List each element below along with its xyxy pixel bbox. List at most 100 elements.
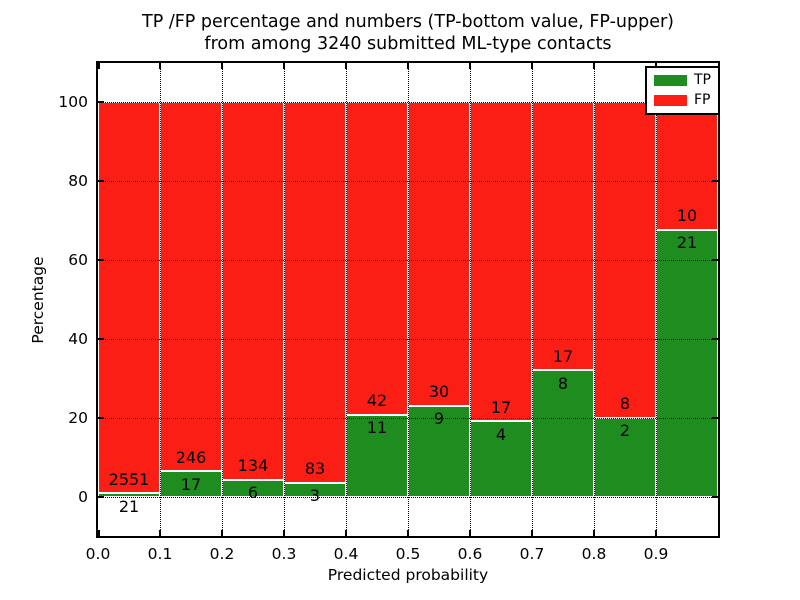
tp-count-label: 3 bbox=[309, 486, 321, 506]
tp-count-label: 9 bbox=[433, 409, 445, 429]
tp-count-label: 8 bbox=[557, 373, 569, 393]
v-gridline bbox=[346, 63, 347, 536]
x-tick bbox=[469, 530, 471, 536]
tp-count-label: 4 bbox=[495, 424, 507, 444]
x-tick-top bbox=[407, 63, 409, 69]
chart-title: TP /FP percentage and numbers (TP-bottom… bbox=[96, 11, 720, 55]
y-tick-label: 0 bbox=[78, 487, 88, 506]
x-tick-label: 0.5 bbox=[395, 545, 421, 563]
x-tick-label: 0.3 bbox=[271, 545, 297, 563]
v-gridline bbox=[470, 63, 471, 536]
legend-label-tp: TP bbox=[694, 72, 711, 88]
x-tick-top bbox=[159, 63, 161, 69]
x-tick-top bbox=[283, 63, 285, 69]
y-tick-label: 40 bbox=[68, 329, 88, 348]
tp-bar-segment bbox=[408, 405, 470, 497]
v-gridline bbox=[408, 63, 409, 536]
fp-count-label: 17 bbox=[552, 346, 574, 366]
tp-bar-segment bbox=[656, 229, 718, 497]
y-tick bbox=[98, 259, 104, 262]
fp-bar-segment bbox=[656, 102, 718, 230]
fp-count-label: 2551 bbox=[108, 469, 150, 489]
legend: TP FP bbox=[645, 66, 720, 115]
fp-bar-segment bbox=[346, 102, 408, 415]
tp-count-label: 17 bbox=[180, 474, 202, 494]
x-tick bbox=[407, 530, 409, 536]
tp-bar-segment bbox=[160, 471, 222, 497]
h-gridline bbox=[98, 338, 718, 340]
x-tick-top bbox=[221, 63, 223, 69]
x-tick-top bbox=[593, 63, 595, 69]
v-gridline bbox=[160, 63, 161, 536]
x-tick-label: 0.4 bbox=[333, 545, 359, 563]
fp-bar-segment bbox=[98, 102, 160, 494]
legend-swatch-fp bbox=[654, 95, 687, 106]
plot-area: 2551 21 246 17 134 6 83 3 42 11 30 9 17 4 17 8 8 2 10 21 bbox=[96, 61, 720, 538]
fp-count-label: 10 bbox=[676, 206, 698, 226]
x-tick-label: 0.0 bbox=[85, 545, 111, 563]
x-tick-label: 0.8 bbox=[581, 545, 607, 563]
fp-count-label: 42 bbox=[366, 391, 388, 411]
v-gridline bbox=[284, 63, 285, 536]
y-tick-label: 60 bbox=[68, 251, 88, 270]
v-gridline bbox=[594, 63, 595, 536]
tp-count-label: 2 bbox=[619, 421, 631, 441]
tp-count-label: 21 bbox=[676, 233, 698, 253]
fp-bar-segment bbox=[470, 102, 532, 422]
y-tick-label: 100 bbox=[58, 93, 88, 112]
fp-bar-segment bbox=[222, 102, 284, 480]
tp-bar-segment bbox=[98, 493, 160, 497]
x-tick bbox=[345, 530, 347, 536]
fp-count-label: 30 bbox=[428, 382, 450, 402]
y-tick-right bbox=[712, 416, 718, 419]
h-gridline bbox=[98, 181, 718, 183]
chart-title-line2: from among 3240 submitted ML-type contac… bbox=[204, 34, 612, 54]
y-tick bbox=[98, 495, 104, 498]
x-tick bbox=[593, 530, 595, 536]
x-tick-label: 0.7 bbox=[519, 545, 545, 563]
tp-count-label: 11 bbox=[366, 418, 388, 438]
fp-bar-segment bbox=[160, 102, 222, 472]
fp-count-label: 17 bbox=[490, 397, 512, 417]
y-tick bbox=[98, 416, 104, 419]
y-tick bbox=[98, 101, 104, 104]
legend-item-tp: TP bbox=[654, 73, 711, 88]
v-gridline bbox=[532, 63, 533, 536]
fp-count-label: 8 bbox=[619, 394, 631, 414]
y-tick-right bbox=[712, 180, 718, 183]
y-tick-right bbox=[712, 337, 718, 340]
fp-count-label: 134 bbox=[237, 456, 269, 476]
fp-bar-segment bbox=[594, 102, 656, 418]
x-tick-label: 0.2 bbox=[209, 545, 235, 563]
tp-count-label: 21 bbox=[118, 496, 140, 516]
fp-bar-segment bbox=[532, 102, 594, 371]
h-gridline bbox=[98, 417, 718, 419]
fp-count-label: 246 bbox=[175, 447, 207, 467]
y-tick-label: 20 bbox=[68, 408, 88, 427]
x-tick-top bbox=[345, 63, 347, 69]
tp-bar-segment bbox=[470, 421, 532, 497]
x-tick bbox=[98, 530, 100, 536]
x-tick-top bbox=[531, 63, 533, 69]
fp-count-label: 83 bbox=[304, 459, 326, 479]
x-tick bbox=[221, 530, 223, 536]
y-tick-right bbox=[712, 259, 718, 262]
y-tick-right bbox=[712, 495, 718, 498]
tp-count-label: 6 bbox=[247, 483, 259, 503]
x-tick-top bbox=[469, 63, 471, 69]
legend-label-fp: FP bbox=[694, 92, 711, 108]
x-axis-label: Predicted probability bbox=[327, 566, 489, 584]
h-gridline bbox=[98, 102, 718, 104]
y-tick bbox=[98, 337, 104, 340]
legend-swatch-tp bbox=[654, 75, 687, 86]
fp-bar-segment bbox=[408, 102, 470, 406]
x-tick bbox=[159, 530, 161, 536]
x-tick-label: 0.6 bbox=[457, 545, 483, 563]
x-tick-label: 0.9 bbox=[643, 545, 669, 563]
legend-item-fp: FP bbox=[654, 93, 711, 108]
chart-title-line1: TP /FP percentage and numbers (TP-bottom… bbox=[142, 12, 674, 32]
x-tick bbox=[283, 530, 285, 536]
h-gridline bbox=[98, 496, 718, 498]
tp-bar-segment bbox=[346, 414, 408, 497]
